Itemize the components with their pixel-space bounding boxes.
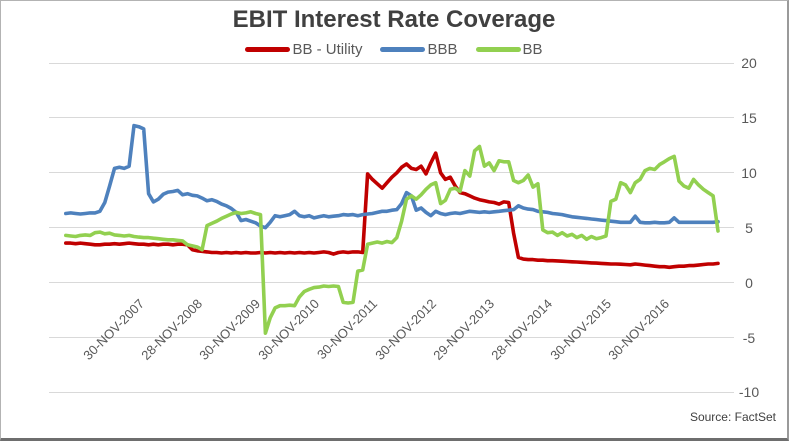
gridline	[49, 117, 734, 119]
x-axis-tick-label: 30-NOV-2009	[196, 296, 264, 363]
y-axis-tick-label: 15	[741, 109, 757, 126]
gridline	[49, 391, 734, 393]
x-axis-tick-label: 28-NOV-2014	[488, 296, 556, 363]
series-line-bbb	[64, 123, 720, 230]
x-axis-tick-label: 30-NOV-2010	[254, 296, 322, 363]
legend-item-bb-utility: BB - Utility	[245, 41, 362, 58]
y-axis-tick-label: -5	[742, 329, 756, 346]
legend-label: BB	[522, 41, 543, 58]
series-line-bb-utility	[64, 151, 720, 270]
legend-label: BB - Utility	[292, 41, 363, 58]
chart-title: EBIT Interest Rate Coverage	[232, 6, 556, 33]
y-axis-tick-label: 20	[741, 55, 757, 71]
gridline	[49, 227, 734, 229]
bbb-line-swatch-icon	[380, 47, 426, 52]
bb-utility-line-swatch-icon	[245, 47, 291, 52]
y-axis-tick-label: -10	[738, 384, 760, 401]
x-axis-tick-label: 28-NOV-2008	[138, 296, 206, 363]
legend-label: BBB	[427, 41, 458, 58]
gridline	[49, 282, 734, 284]
legend-item-bbb: BBB	[380, 41, 458, 58]
legend: BB - Utility BBB BB	[1, 41, 787, 58]
x-axis-tick-label: 30-NOV-2015	[546, 296, 614, 363]
legend-item-bb: BB	[475, 41, 543, 58]
source-note: Source: FactSet	[689, 410, 776, 424]
gridline	[49, 337, 734, 339]
gridline	[49, 172, 734, 174]
y-axis-tick-label: 5	[745, 219, 753, 236]
x-axis-tick-label: 30-NOV-2012	[371, 296, 439, 363]
y-axis-tick-label: 10	[741, 164, 757, 181]
x-axis-tick-label: 30-NOV-2007	[79, 296, 147, 363]
gridline	[49, 62, 734, 64]
x-axis-tick-label: 30-NOV-2011	[314, 296, 381, 363]
series-line-bb	[64, 144, 720, 336]
x-axis-tick-label: 29-NOV-2013	[430, 296, 498, 363]
x-axis-tick-label: 30-NOV-2016	[605, 296, 673, 363]
y-axis-tick-label: 0	[745, 274, 753, 291]
bb-line-swatch-icon	[475, 47, 521, 52]
